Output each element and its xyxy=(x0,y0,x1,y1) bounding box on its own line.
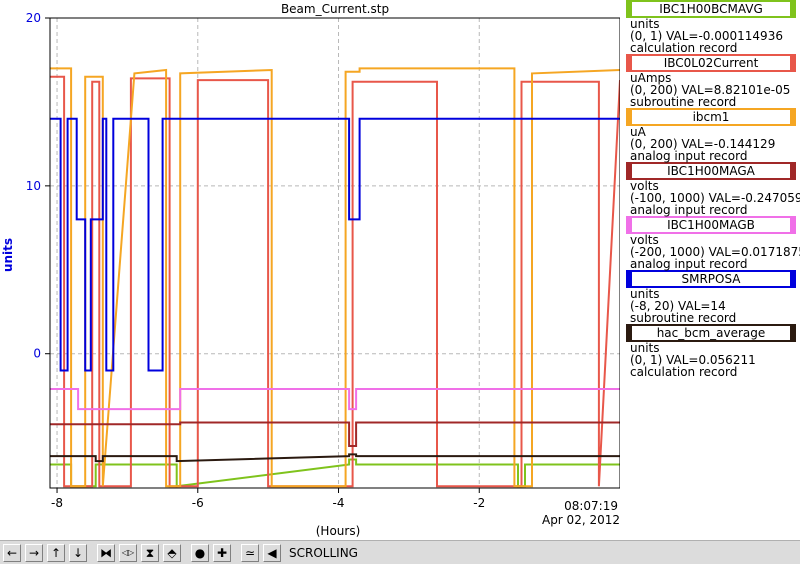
legend-line3: subroutine record xyxy=(630,95,737,109)
legend-name[interactable]: IBC1H00BCMAVG xyxy=(626,0,796,18)
legend-line2: (-8, 20) VAL=14 xyxy=(630,299,726,313)
legend-line3: analog input record xyxy=(630,203,748,217)
stop-icon[interactable]: ● xyxy=(191,543,209,562)
arrow-up-icon[interactable]: ↑ xyxy=(47,543,65,562)
legend-entry[interactable]: IBC1H00MAGA volts (-100, 1000) VAL=-0.2470… xyxy=(622,162,800,216)
legend-line3: calculation record xyxy=(630,41,738,55)
zoom-out-vertical-icon[interactable]: ⬘ xyxy=(163,543,181,562)
x-tick-label: -6 xyxy=(192,496,204,510)
legend-line1: volts xyxy=(630,179,659,193)
y-tick-label: 20 xyxy=(26,11,41,25)
legend-entry[interactable]: SMRPOSA units (-8, 20) VAL=14 subroutine re… xyxy=(622,270,800,324)
y-tick-label: 0 xyxy=(33,347,41,361)
legend-line2: (0, 1) VAL=-0.000114936 xyxy=(630,29,783,43)
date-label: Apr 02, 2012 xyxy=(542,513,620,527)
add-icon[interactable]: ✚ xyxy=(213,543,231,562)
y-tick-label: 10 xyxy=(26,179,41,193)
legend-line1: uAmps xyxy=(630,71,672,85)
zoom-in-vertical-icon[interactable]: ⧗ xyxy=(141,543,159,562)
legend-line1: volts xyxy=(630,233,659,247)
status-text: SCROLLING xyxy=(289,545,358,560)
plot-frame xyxy=(49,17,620,489)
legend-name[interactable]: IBC0L02Current xyxy=(626,54,796,72)
legend-line1: units xyxy=(630,341,660,355)
legend-name[interactable]: ibcm1 xyxy=(626,108,796,126)
time-label: 08:07:19 xyxy=(564,499,618,513)
arrow-down-icon[interactable]: ↓ xyxy=(69,543,87,562)
x-tick-label: -4 xyxy=(333,496,345,510)
legend-line1: uA xyxy=(630,125,646,139)
series-line-ibcm1 xyxy=(50,67,620,488)
legend-line3: calculation record xyxy=(630,365,738,379)
x-tick-label: -8 xyxy=(51,496,63,510)
legend-line2: (0, 200) VAL=8.82101e-05 xyxy=(630,83,791,97)
legend-entry[interactable]: IBC1H00BCMAVG units (0, 1) VAL=-0.00011493… xyxy=(622,0,800,54)
toolbar: ← → ↑ ↓ ⧓ ◁▷ ⧗ ⬘ ● ✚ ≃ ◀ SCROLLING xyxy=(0,540,800,564)
legend-name[interactable]: hac_bcm_average xyxy=(626,324,796,342)
legend-line3: analog input record xyxy=(630,257,748,271)
zoom-in-horizontal-icon[interactable]: ⧓ xyxy=(97,543,115,562)
legend-name[interactable]: IBC1H00MAGA xyxy=(626,162,796,180)
series-line-hac_bcm_average xyxy=(50,453,620,463)
x-axis-label: (Hours) xyxy=(316,524,361,538)
legend-entry[interactable]: hac_bcm_average units (0, 1) VAL=0.056211 c… xyxy=(622,324,800,378)
y-axis-label: units xyxy=(1,238,15,272)
autoscale-icon[interactable]: ≃ xyxy=(241,543,259,562)
legend-line2: (-200, 1000) VAL=0.0171875 xyxy=(630,245,800,259)
legend-line2: (0, 200) VAL=-0.144129 xyxy=(630,137,776,151)
legend-line1: units xyxy=(630,17,660,31)
series-line-IBC0L02Current xyxy=(50,75,620,488)
legend-line3: analog input record xyxy=(630,149,748,163)
legend-entry[interactable]: IBC1H00MAGB volts (-200, 1000) VAL=0.01718… xyxy=(622,216,800,270)
series-line-IBC1H00BCMAVG xyxy=(50,458,620,488)
series-line-IBC1H00MAGA xyxy=(50,421,620,447)
arrow-right-icon[interactable]: → xyxy=(25,543,43,562)
legend-entry[interactable]: ibcm1 uA (0, 200) VAL=-0.144129 analog inpu… xyxy=(622,108,800,162)
legend-name[interactable]: SMRPOSA xyxy=(626,270,796,288)
plot-area[interactable]: Beam_Current.stp units (Hours) 08:07:19 … xyxy=(0,0,620,540)
x-tick-label: -2 xyxy=(473,496,485,510)
series-line-SMRPOSA xyxy=(50,117,620,372)
legend-entry[interactable]: IBC0L02Current uAmps (0, 200) VAL=8.82101e… xyxy=(622,54,800,108)
zoom-out-horizontal-icon[interactable]: ◁▷ xyxy=(119,543,137,562)
legend-line3: subroutine record xyxy=(630,311,737,325)
legend: IBC1H00BCMAVG units (0, 1) VAL=-0.00011493… xyxy=(622,0,800,378)
legend-line1: units xyxy=(630,287,660,301)
legend-line2: (0, 1) VAL=0.056211 xyxy=(630,353,756,367)
chart-title: Beam_Current.stp xyxy=(281,2,389,16)
series-line-IBC1H00MAGB xyxy=(50,388,620,411)
legend-name[interactable]: IBC1H00MAGB xyxy=(626,216,796,234)
arrow-left-icon[interactable]: ← xyxy=(3,543,21,562)
back-icon[interactable]: ◀ xyxy=(263,543,281,562)
legend-line2: (-100, 1000) VAL=-0.247059 xyxy=(630,191,800,205)
